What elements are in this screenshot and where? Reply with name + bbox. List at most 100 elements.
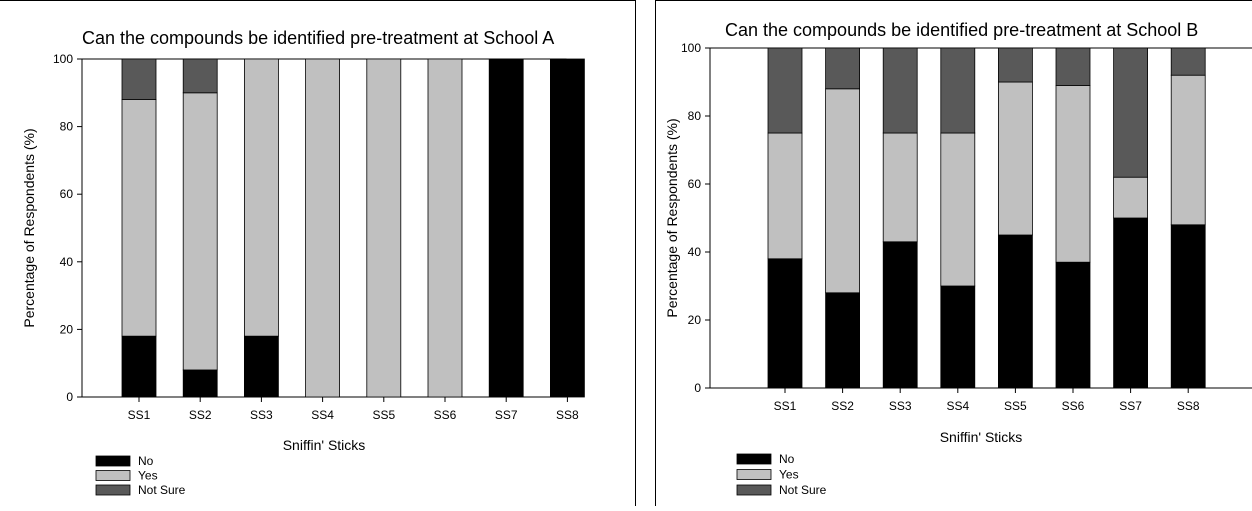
- chart-svg-school-a: Can the compounds be identified pre-trea…: [21, 28, 585, 497]
- chart-svg-school-b: Can the compounds be identified pre-trea…: [664, 20, 1252, 497]
- legend-label-no: No: [779, 452, 795, 466]
- x-tick-label: SS8: [556, 408, 579, 422]
- y-tick-label: 100: [681, 41, 701, 55]
- bar-ss2-no: [182, 369, 218, 398]
- bar-ss3-yes: [243, 58, 279, 337]
- x-tick-label: SS2: [831, 399, 854, 413]
- x-tick-label: SS8: [1177, 399, 1200, 413]
- bar-ss7-yes: [1113, 176, 1149, 219]
- panel-border-top: [655, 0, 1252, 1]
- bar-ss4-not-sure: [940, 47, 976, 134]
- legend-label-no: No: [138, 454, 154, 468]
- x-tick-label: SS1: [774, 399, 797, 413]
- bar-ss1-no: [767, 258, 803, 389]
- bars-group: [121, 58, 585, 398]
- bar-ss7-not-sure: [1113, 47, 1149, 178]
- bar-ss8-yes: [1170, 74, 1206, 226]
- y-tick-label: 60: [60, 187, 74, 201]
- bar-ss1-not-sure: [121, 58, 157, 100]
- x-tick-label: SS5: [1004, 399, 1027, 413]
- bar-ss3-no: [882, 241, 918, 389]
- x-tick-label: SS3: [250, 408, 273, 422]
- panel-border-top: [0, 0, 636, 1]
- bars-group: [767, 47, 1206, 389]
- x-tick-label: SS6: [434, 408, 457, 422]
- panel-border-right: [635, 0, 636, 506]
- legend-label-yes: Yes: [138, 469, 158, 483]
- bar-ss2-not-sure: [825, 47, 861, 90]
- bar-ss8-no: [550, 58, 585, 398]
- x-ticks: SS1 SS2 SS3 SS4 SS5 SS6 SS7 SS8: [774, 388, 1200, 413]
- x-tick-label: SS6: [1062, 399, 1085, 413]
- plot-area: 0 20 40 60 80 100 SS1 SS2 SS3 SS4 SS5 SS6 SS7 SS8: [53, 52, 585, 422]
- bar-ss2-yes: [182, 92, 218, 371]
- y-tick-label: 60: [688, 177, 702, 191]
- x-tick-label: SS2: [189, 408, 212, 422]
- bar-ss8-not-sure: [1170, 47, 1206, 76]
- y-axis-title: Percentage of Respondents (%): [664, 118, 680, 317]
- bar-ss5-yes: [366, 58, 402, 398]
- bar-ss6-no: [1055, 261, 1091, 389]
- x-tick-label: SS1: [128, 408, 151, 422]
- x-tick-label: SS5: [372, 408, 395, 422]
- x-tick-label: SS7: [495, 408, 518, 422]
- x-axis-title: Sniffin' Sticks: [940, 429, 1023, 445]
- x-tick-label: SS7: [1119, 399, 1142, 413]
- x-tick-label: SS3: [889, 399, 912, 413]
- bar-ss5-no: [997, 234, 1033, 389]
- bar-ss7-no: [1113, 217, 1149, 389]
- legend-swatch-no: [95, 455, 131, 467]
- bar-ss5-not-sure: [997, 47, 1033, 83]
- panel-border-left: [655, 0, 656, 506]
- bar-ss2-not-sure: [182, 58, 218, 94]
- y-tick-label: 40: [688, 245, 702, 259]
- y-tick-label: 80: [688, 109, 702, 123]
- bar-ss6-yes: [427, 58, 463, 398]
- bar-ss1-yes: [121, 99, 157, 337]
- y-tick-label: 0: [694, 381, 701, 395]
- legend-swatch-no: [736, 453, 772, 465]
- bar-ss3-no: [243, 335, 279, 398]
- bar-ss4-yes: [940, 132, 976, 287]
- bar-ss1-no: [121, 335, 157, 398]
- legend-swatch-not-sure: [95, 484, 131, 496]
- chart-panel-school-b: Can the compounds be identified pre-trea…: [647, 0, 1252, 506]
- x-tick-label: SS4: [946, 399, 969, 413]
- y-tick-label: 100: [53, 52, 73, 66]
- x-axis-title: Sniffin' Sticks: [283, 437, 366, 453]
- y-tick-label: 20: [688, 313, 702, 327]
- bar-ss7-no: [488, 58, 524, 398]
- bar-ss5-yes: [997, 81, 1033, 236]
- y-tick-label: 20: [60, 322, 74, 336]
- legend-swatch-yes: [95, 470, 131, 481]
- y-tick-label: 80: [60, 120, 74, 134]
- bar-ss6-not-sure: [1055, 47, 1091, 86]
- bar-ss4-no: [940, 285, 976, 389]
- legend-label-not-sure: Not Sure: [138, 483, 186, 497]
- bar-ss1-yes: [767, 132, 803, 260]
- bar-ss2-no: [825, 292, 861, 389]
- bar-ss3-not-sure: [882, 47, 918, 134]
- legend-label-not-sure: Not Sure: [779, 483, 827, 497]
- bar-ss6-yes: [1055, 85, 1091, 263]
- bar-ss1-not-sure: [767, 47, 803, 134]
- chart-title: Can the compounds be identified pre-trea…: [82, 28, 554, 48]
- y-ticks: 0 20 40 60 80 100: [681, 41, 710, 395]
- bar-ss2-yes: [825, 88, 861, 294]
- x-tick-label: SS4: [311, 408, 334, 422]
- y-axis-title: Percentage of Respondents (%): [21, 128, 37, 327]
- x-ticks: SS1 SS2 SS3 SS4 SS5 SS6 SS7 SS8: [128, 397, 579, 422]
- y-tick-label: 40: [60, 255, 74, 269]
- legend-swatch-not-sure: [736, 484, 772, 496]
- bar-ss3-yes: [882, 132, 918, 243]
- legend-label-yes: Yes: [779, 468, 799, 482]
- bar-ss4-yes: [305, 58, 341, 398]
- chart-panel-school-a: Can the compounds be identified pre-trea…: [0, 0, 636, 506]
- plot-area: 0 20 40 60 80 100 SS1 SS2 SS3 SS4 SS5 SS6 SS7 SS8: [681, 41, 1252, 413]
- legend-swatch-yes: [736, 469, 772, 480]
- y-ticks: 0 20 40 60 80 100: [53, 52, 82, 404]
- chart-title: Can the compounds be identified pre-trea…: [725, 20, 1198, 40]
- bar-ss8-no: [1170, 224, 1206, 389]
